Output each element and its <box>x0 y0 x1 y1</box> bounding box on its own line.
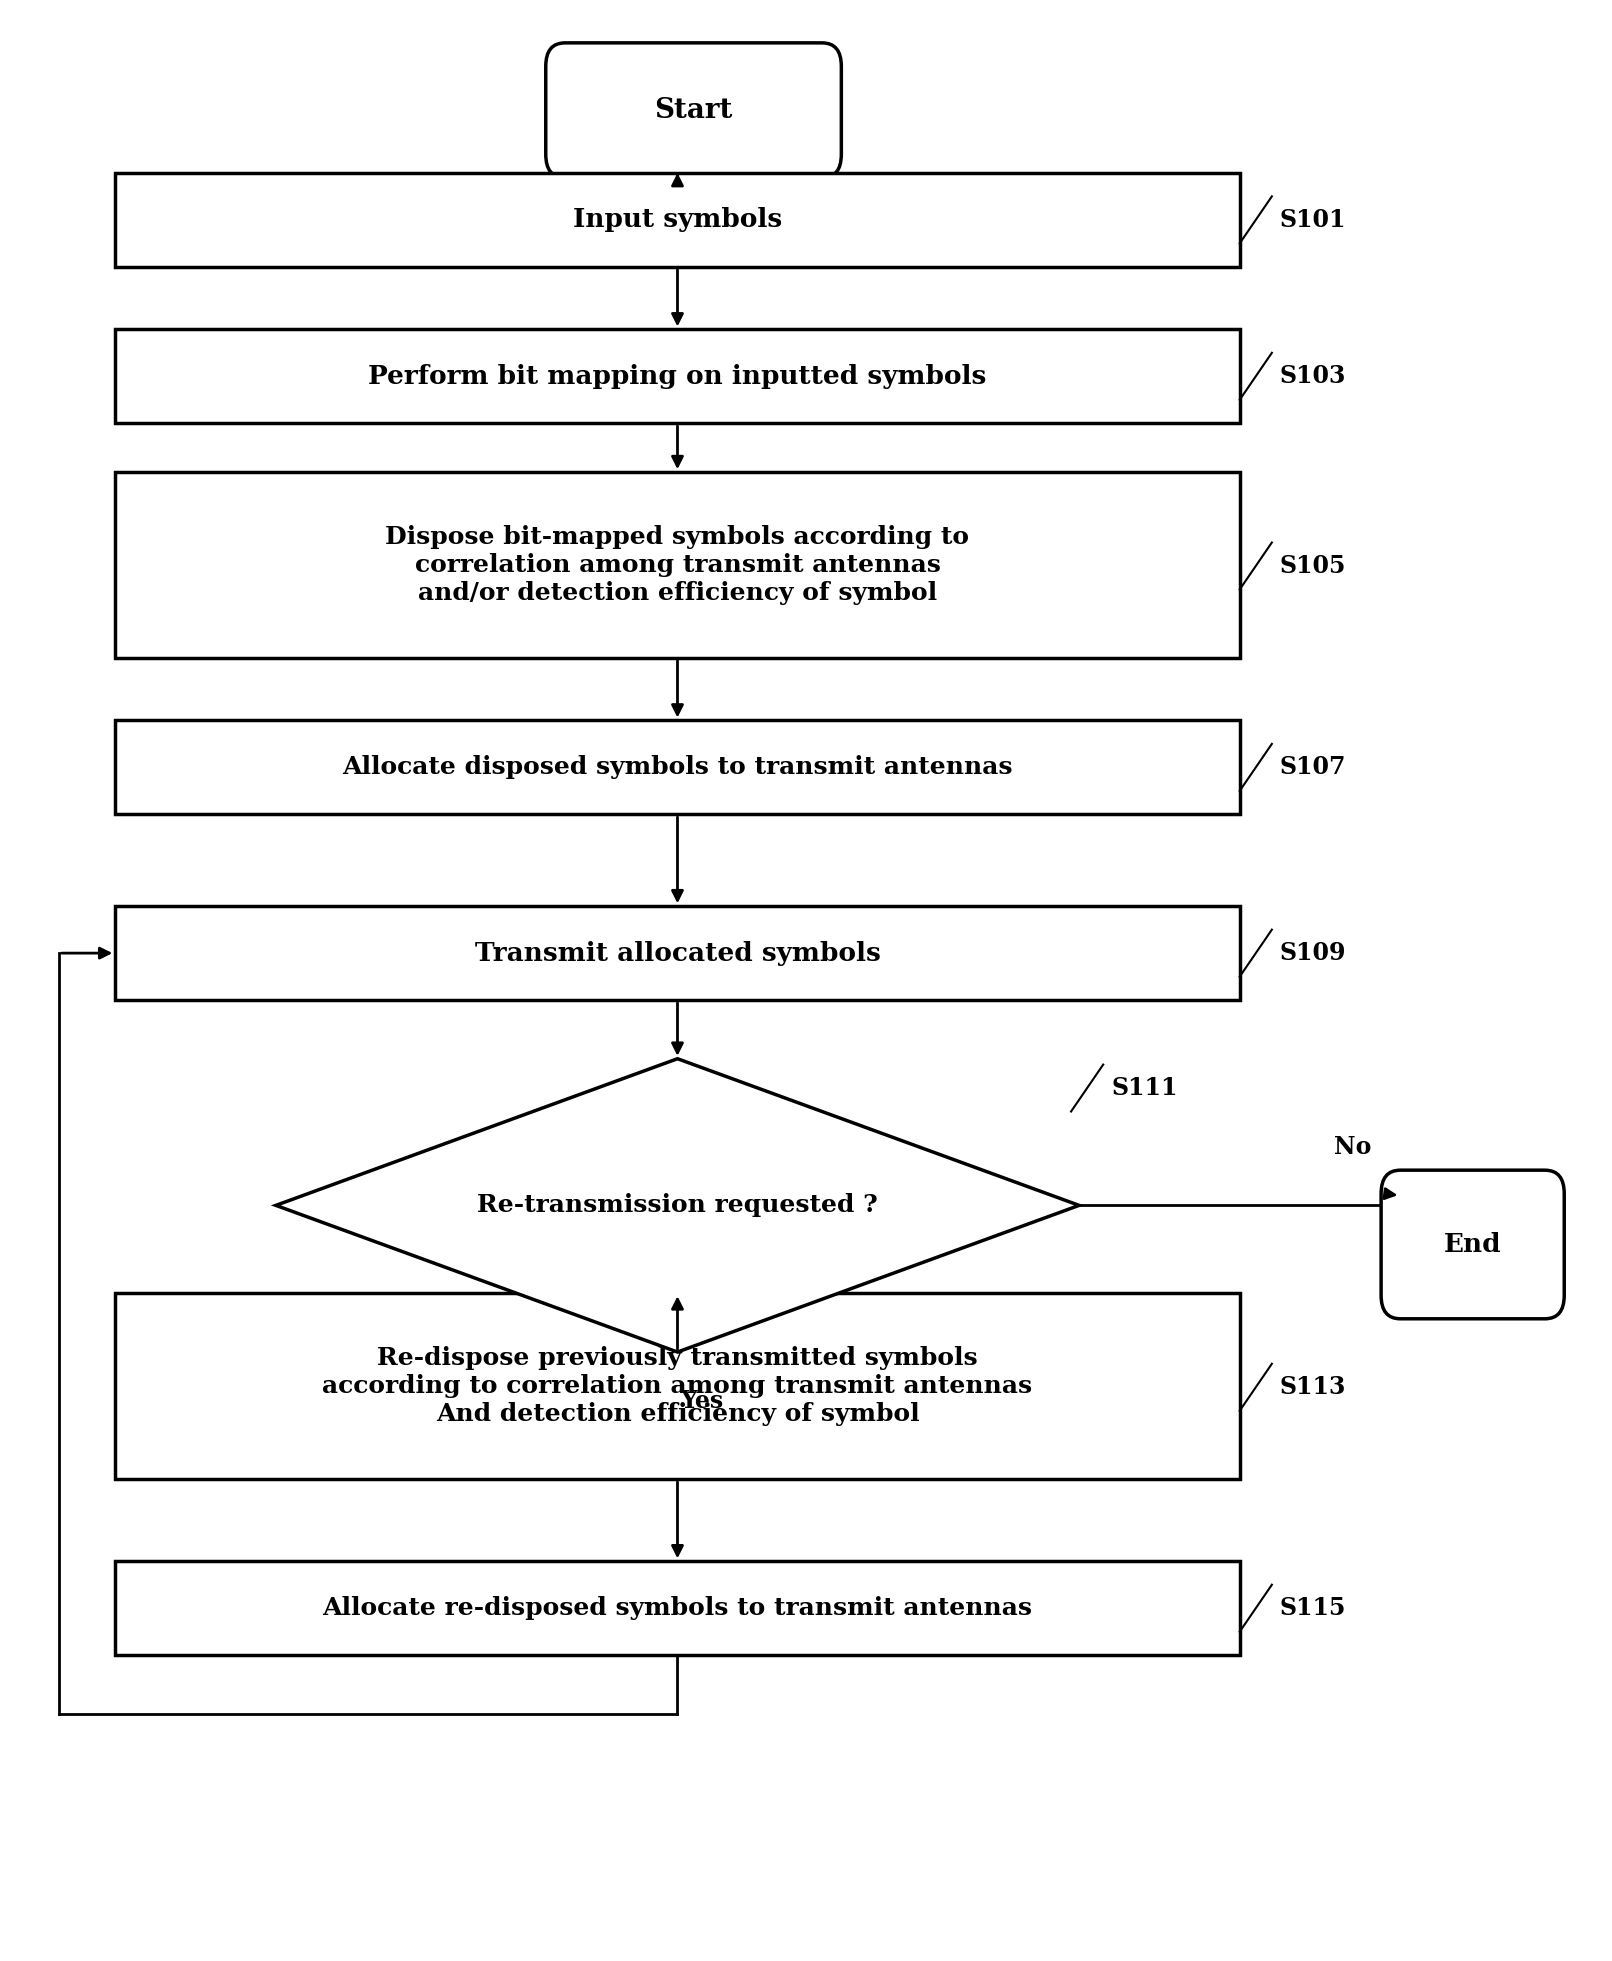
Text: No: No <box>1333 1135 1370 1159</box>
Text: Transmit allocated symbols: Transmit allocated symbols <box>474 941 880 965</box>
Polygon shape <box>276 1059 1078 1351</box>
Text: S103: S103 <box>1280 365 1346 388</box>
Text: S107: S107 <box>1280 755 1346 779</box>
Text: S109: S109 <box>1280 941 1346 965</box>
Text: S101: S101 <box>1280 208 1346 231</box>
Text: Dispose bit-mapped symbols according to
correlation among transmit antennas
and/: Dispose bit-mapped symbols according to … <box>385 526 969 604</box>
Text: Yes: Yes <box>680 1388 724 1414</box>
Text: Allocate disposed symbols to transmit antennas: Allocate disposed symbols to transmit an… <box>342 755 1012 779</box>
Text: S105: S105 <box>1280 553 1346 578</box>
Text: S113: S113 <box>1280 1375 1346 1400</box>
Text: End: End <box>1444 1232 1501 1257</box>
FancyBboxPatch shape <box>1381 1171 1564 1320</box>
FancyBboxPatch shape <box>114 906 1240 1000</box>
FancyBboxPatch shape <box>114 720 1240 814</box>
Text: Allocate re-disposed symbols to transmit antennas: Allocate re-disposed symbols to transmit… <box>322 1596 1032 1620</box>
Text: Perform bit mapping on inputted symbols: Perform bit mapping on inputted symbols <box>368 365 987 388</box>
Text: Input symbols: Input symbols <box>572 208 782 231</box>
FancyBboxPatch shape <box>546 43 841 178</box>
FancyBboxPatch shape <box>114 1294 1240 1479</box>
Text: Start: Start <box>654 96 733 124</box>
FancyBboxPatch shape <box>114 329 1240 424</box>
FancyBboxPatch shape <box>114 173 1240 267</box>
Text: S115: S115 <box>1280 1596 1346 1620</box>
FancyBboxPatch shape <box>114 473 1240 657</box>
Text: Re-transmission requested ?: Re-transmission requested ? <box>477 1194 879 1218</box>
Text: Re-dispose previously transmitted symbols
according to correlation among transmi: Re-dispose previously transmitted symbol… <box>322 1347 1033 1426</box>
Text: S111: S111 <box>1111 1077 1178 1100</box>
FancyBboxPatch shape <box>114 1561 1240 1655</box>
